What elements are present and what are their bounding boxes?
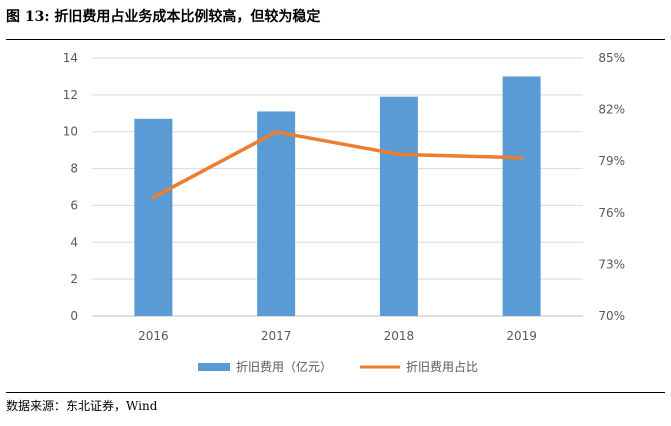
title-rule — [6, 39, 665, 40]
left-tick-label: 2 — [70, 272, 78, 286]
left-tick-label: 12 — [63, 88, 78, 102]
bar — [257, 111, 296, 316]
right-tick-label: 73% — [598, 257, 625, 271]
legend-bar-label: 折旧费用（亿元） — [236, 359, 332, 374]
x-tick-label: 2017 — [261, 329, 292, 343]
right-tick-label: 85% — [598, 51, 625, 65]
bar — [502, 76, 541, 316]
x-axis-ticks: 2016 2017 2018 2019 — [138, 329, 537, 343]
bar — [134, 118, 173, 316]
right-tick-label: 70% — [598, 309, 625, 323]
legend-bar-swatch — [198, 363, 230, 371]
left-tick-label: 8 — [70, 162, 78, 176]
x-tick-label: 2016 — [138, 329, 169, 343]
line-point — [151, 195, 156, 200]
figure-title: 图 13: 折旧费用占业务成本比例较高，但较为稳定 — [6, 9, 321, 25]
line-point — [397, 152, 401, 157]
line-point — [274, 130, 278, 134]
left-tick-label: 10 — [63, 125, 78, 139]
left-tick-label: 4 — [70, 235, 78, 249]
left-axis-ticks: 0 2 4 6 8 10 12 14 — [63, 51, 78, 323]
gridlines — [92, 57, 583, 317]
bar — [379, 96, 418, 316]
left-tick-label: 14 — [63, 51, 78, 65]
legend-line-label: 折旧费用占比 — [406, 359, 478, 374]
line-series — [151, 130, 524, 200]
x-tick-label: 2019 — [506, 329, 537, 343]
source-rule — [6, 392, 665, 393]
left-tick-label: 0 — [70, 309, 78, 323]
x-tick-label: 2018 — [384, 329, 415, 343]
right-tick-label: 82% — [598, 103, 625, 117]
right-tick-label: 76% — [598, 206, 625, 220]
chart-legend: 折旧费用（亿元） 折旧费用占比 — [198, 359, 478, 374]
line-path — [151, 130, 524, 200]
line-point — [519, 155, 524, 160]
left-tick-label: 6 — [70, 198, 78, 212]
right-axis-ticks: 70% 73% 76% 79% 82% 85% — [598, 51, 625, 323]
source-note: 数据来源：东北证券，Wind — [6, 399, 158, 413]
right-tick-label: 79% — [598, 154, 625, 168]
bar-series — [134, 76, 541, 316]
